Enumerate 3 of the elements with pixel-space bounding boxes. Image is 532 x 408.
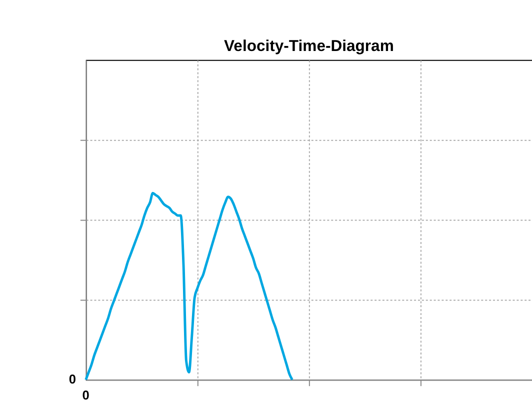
text: 0 [82,387,90,402]
chart-title: Velocity-Time-Diagram [224,38,394,56]
text: 0 [68,372,76,387]
